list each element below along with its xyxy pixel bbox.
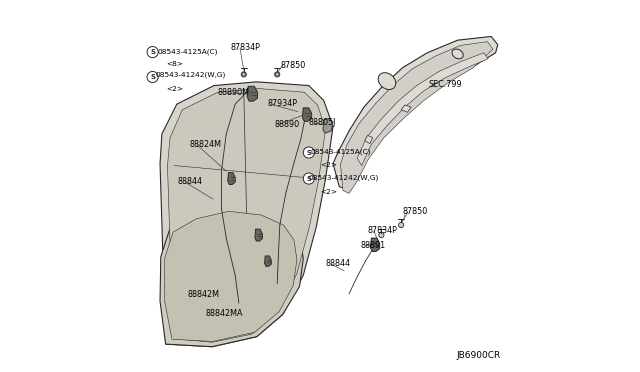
Text: <2>: <2> [321, 189, 338, 195]
Text: 88842M: 88842M [188, 290, 220, 299]
Polygon shape [333, 36, 498, 189]
Text: S: S [150, 74, 155, 80]
Polygon shape [247, 86, 257, 101]
Polygon shape [228, 173, 235, 185]
Circle shape [242, 73, 246, 76]
Text: 08543-41242(W,G): 08543-41242(W,G) [156, 72, 226, 78]
Text: 08543-4125A(C): 08543-4125A(C) [157, 49, 218, 55]
Text: 08543-4125A(C): 08543-4125A(C) [310, 148, 371, 155]
Text: 88890: 88890 [275, 120, 300, 129]
Circle shape [303, 173, 314, 184]
Text: 88844: 88844 [178, 177, 203, 186]
Text: 88805J: 88805J [308, 118, 335, 127]
Text: <2>: <2> [167, 86, 184, 92]
Circle shape [275, 72, 280, 77]
Ellipse shape [378, 73, 396, 90]
Circle shape [379, 232, 384, 238]
Text: <2>: <2> [321, 162, 338, 168]
Circle shape [147, 71, 158, 83]
Polygon shape [160, 82, 333, 347]
Polygon shape [371, 238, 380, 251]
Circle shape [147, 46, 158, 58]
Polygon shape [264, 256, 271, 266]
Polygon shape [255, 229, 262, 241]
Text: 88844: 88844 [326, 259, 351, 268]
Text: 08543-41242(W,G): 08543-41242(W,G) [309, 174, 380, 181]
Text: JB6900CR: JB6900CR [456, 351, 500, 360]
Text: 87834P: 87834P [231, 43, 260, 52]
Polygon shape [160, 205, 303, 347]
Text: 87850: 87850 [403, 207, 428, 216]
Circle shape [399, 222, 404, 228]
Circle shape [303, 147, 314, 158]
Text: S: S [150, 49, 155, 55]
Polygon shape [365, 135, 373, 144]
Text: S: S [307, 176, 311, 182]
Text: 88891: 88891 [360, 241, 385, 250]
Polygon shape [323, 118, 333, 133]
Ellipse shape [452, 49, 463, 59]
Text: <8>: <8> [167, 61, 184, 67]
Text: 88824M: 88824M [189, 140, 221, 149]
Polygon shape [302, 108, 312, 121]
Polygon shape [340, 42, 493, 193]
Circle shape [275, 73, 279, 76]
Circle shape [241, 72, 246, 77]
Text: 88842MA: 88842MA [205, 309, 243, 318]
Text: 87850: 87850 [281, 61, 306, 70]
Polygon shape [401, 105, 411, 112]
Polygon shape [168, 89, 326, 342]
Text: SEC.799: SEC.799 [429, 80, 462, 89]
Text: 88890M: 88890M [218, 88, 250, 97]
Polygon shape [357, 53, 488, 166]
Polygon shape [164, 211, 297, 341]
Text: 87834P: 87834P [367, 226, 397, 235]
Text: 87934P: 87934P [267, 99, 297, 108]
Text: S: S [307, 150, 311, 155]
